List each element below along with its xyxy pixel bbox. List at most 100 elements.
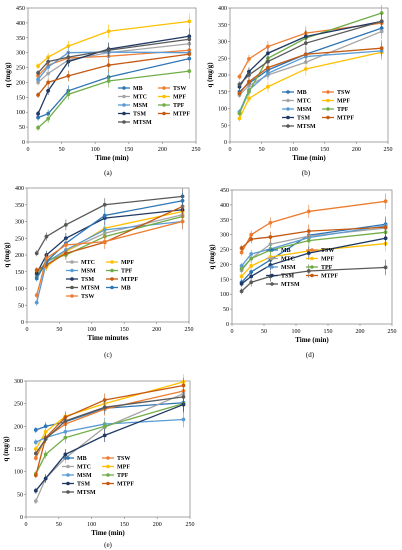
y-tick-label: 50 [19,125,25,131]
data-point [266,44,270,49]
data-point [237,111,242,116]
data-point [34,300,39,305]
y-tick-label: 100 [218,107,227,113]
y-tick-label: 200 [15,253,24,259]
legend-marker [70,294,74,298]
legend-marker [70,260,74,264]
data-point [102,424,107,429]
legend-marker [66,456,70,460]
y-tick-label: 150 [16,95,25,101]
data-point [237,82,242,87]
x-tick-label: 100 [87,522,96,528]
data-point [66,73,71,78]
data-point [239,267,244,271]
legend-marker [70,277,74,281]
x-axis-title: Time (min) [295,336,329,344]
data-point [44,256,49,261]
data-point [247,57,251,61]
legend-label-msm: MSM [81,269,96,275]
legend-label-tsw: TSW [81,294,94,300]
data-point [237,116,242,121]
legend-marker [326,107,330,111]
y-tick-label: 250 [16,66,25,72]
legend-label-tsw: TSW [173,86,186,92]
data-point [36,111,40,116]
data-point [239,289,244,294]
legend-marker [106,456,110,460]
chart-panel-c: 0 50 100 150 200 250 300 350 400 0 50 100 150 200 250 T… [3,186,194,359]
legend-marker [162,86,166,90]
y-tick-label: 250 [220,248,229,254]
legend-marker [110,260,114,264]
data-point [34,268,39,272]
legend-label-mtsm: MTSM [133,120,152,126]
legend-label-mtpf: MTPF [321,274,338,280]
y-tick-label: 250 [15,236,24,242]
data-point [46,116,51,121]
legend-marker [286,124,290,128]
data-point [33,428,38,432]
y-tick-label: 150 [218,90,227,96]
data-point [239,250,244,255]
legend-label-msm: MSM [77,473,92,479]
x-tick-label: 150 [124,147,133,153]
legend-marker [110,277,114,281]
data-point [306,251,311,256]
y-axis-title: q (mg/g) [3,242,11,268]
data-point [33,447,38,451]
y-tick-label: 350 [218,23,227,29]
legend-marker [286,115,290,120]
legend-label-mtsm: MTSM [77,490,96,496]
x-tick-label: 150 [324,329,333,335]
data-point [187,52,192,57]
chart-panel-e: 0 50 100 150 200 250 300 0 50 100 150 200 250 Time (m… [2,374,195,549]
legend-marker [122,103,126,107]
x-tick-label: 100 [87,327,96,333]
y-tick-label: 350 [16,36,25,42]
legend-marker [66,473,70,477]
legend-label-tpf: TPF [121,269,133,275]
y-tick-label: 50 [18,303,24,309]
data-point [46,111,51,116]
x-tick-label: 250 [192,147,201,153]
data-point [46,71,51,76]
data-point [303,34,308,39]
y-tick-label: 50 [221,123,227,129]
legend-marker [326,90,330,94]
data-point [43,452,48,457]
data-point [383,225,388,230]
data-point [33,440,38,445]
x-axis-title: Time minutes [88,334,129,342]
data-point [247,89,251,94]
data-point [306,209,311,214]
y-tick-label: 200 [220,262,229,268]
data-point [187,69,192,74]
legend-marker [122,120,126,124]
x-tick-label: 0 [229,147,232,153]
x-tick-label: 50 [259,147,265,153]
series-line-tpf [36,215,183,278]
series-line-tsm [35,403,184,492]
legend-marker [310,248,314,252]
x-axis-title: Time (min) [91,529,125,537]
x-tick-label: 250 [384,147,393,153]
data-point [249,256,254,261]
y-tick-label: 100 [220,292,229,298]
data-point [63,243,68,247]
data-point [181,417,186,422]
legend-label-tsw: TSW [337,90,350,96]
series-line-mtc [239,30,382,96]
y-tick-label: 50 [17,492,23,498]
data-point [102,433,107,438]
legend-label-mtpf: MTPF [337,116,354,122]
y-tick-label: 400 [220,203,229,209]
legend-label-mtsm: MTSM [281,282,300,288]
y-tick-label: 450 [16,6,25,12]
y-tick-label: 0 [21,320,24,326]
x-tick-label: 50 [56,327,62,333]
y-tick-label: 300 [220,233,229,239]
legend-marker [270,248,274,252]
y-tick-label: 400 [15,186,24,192]
data-point [34,251,39,256]
data-point [303,67,308,71]
